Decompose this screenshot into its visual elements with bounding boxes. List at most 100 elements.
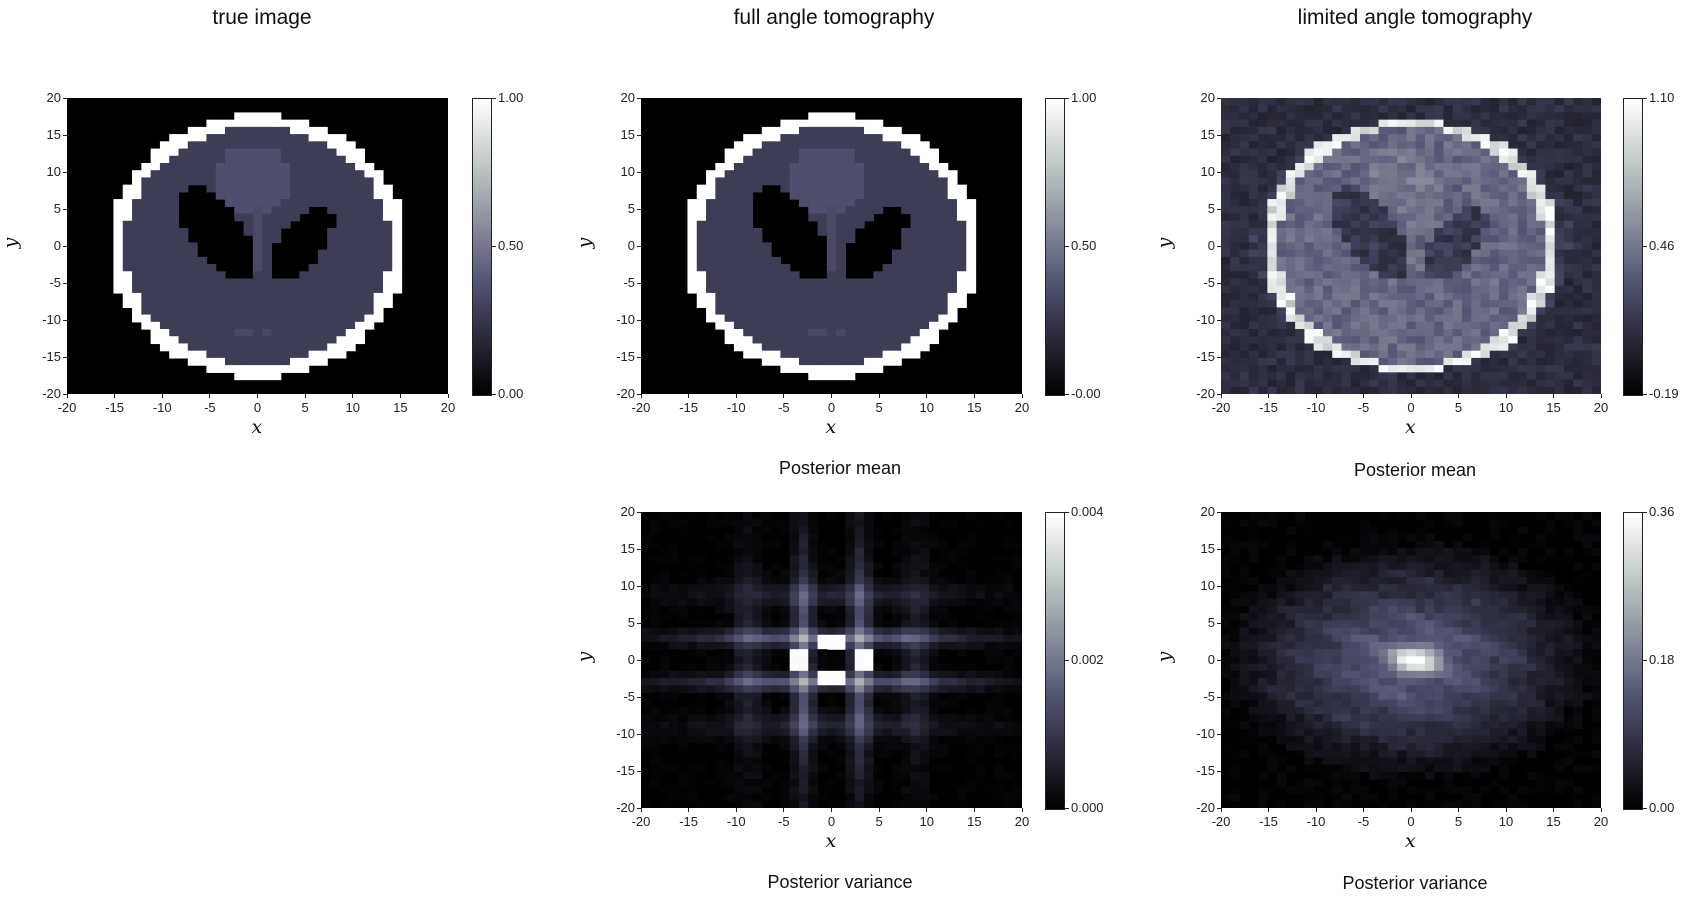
heatmap-cell	[752, 526, 763, 535]
heatmap-cell	[882, 170, 893, 179]
heatmap-cell	[780, 576, 791, 585]
heatmap-cell	[1499, 206, 1509, 215]
heatmap-cell	[733, 670, 744, 679]
heatmap-cell	[724, 249, 735, 258]
heatmap-cell	[1322, 126, 1333, 135]
heatmap-cell	[994, 656, 1005, 665]
heatmap-cell	[141, 256, 152, 265]
heatmap-cell	[836, 721, 847, 730]
heatmap-cell	[1499, 242, 1509, 251]
heatmap-cell	[733, 750, 744, 759]
heatmap-cell	[373, 177, 384, 186]
heatmap-cell	[1563, 548, 1574, 556]
heatmap-cell	[1452, 540, 1463, 549]
heatmap-cell	[687, 706, 698, 715]
heatmap-cell	[1239, 379, 1250, 388]
heatmap-cell	[771, 300, 781, 308]
x-tick-label: 10	[919, 400, 934, 415]
heatmap-cell	[901, 307, 912, 316]
heatmap-cell	[919, 728, 930, 737]
heatmap-cell	[1452, 170, 1463, 179]
heatmap-cell	[1415, 307, 1426, 316]
heatmap-cell	[706, 314, 716, 323]
heatmap-cell	[845, 620, 856, 629]
heatmap-cell	[1332, 155, 1343, 164]
heatmap-cell	[650, 634, 661, 643]
heatmap-cell	[1471, 372, 1482, 381]
heatmap-cell	[345, 321, 356, 330]
heatmap-cell	[1276, 372, 1287, 381]
heatmap-cell	[947, 613, 958, 621]
heatmap-cell	[1322, 191, 1333, 200]
heatmap-cell	[780, 271, 791, 280]
heatmap-cell	[761, 271, 772, 280]
heatmap-cell	[280, 162, 291, 171]
heatmap-cell	[1489, 235, 1500, 243]
heatmap-cell	[373, 184, 384, 193]
heatmap-cell	[706, 191, 716, 200]
heatmap-cell	[1397, 307, 1407, 316]
heatmap-cell	[187, 321, 198, 330]
heatmap-cell	[826, 329, 837, 337]
heatmap-cell	[262, 220, 273, 229]
heatmap-cell	[789, 721, 800, 730]
heatmap-cell	[743, 162, 754, 171]
heatmap-cell	[1378, 264, 1389, 272]
x-tick-label: 0	[1407, 400, 1415, 415]
heatmap-cell	[1369, 220, 1380, 229]
heatmap-cell	[854, 548, 865, 556]
heatmap-cell	[938, 285, 949, 294]
heatmap-cell	[1304, 285, 1315, 294]
heatmap-cell	[1443, 177, 1454, 186]
heatmap-cell	[1304, 112, 1315, 121]
heatmap-cell	[1285, 134, 1296, 142]
heatmap-cell	[891, 184, 902, 193]
heatmap-cell	[808, 365, 819, 373]
heatmap-cell	[891, 540, 902, 549]
heatmap-cell	[826, 721, 837, 730]
heatmap-cell	[1322, 307, 1333, 316]
heatmap-cell	[1461, 379, 1472, 388]
y-tick-mark	[637, 282, 641, 284]
heatmap-cell	[271, 177, 282, 186]
heatmap-cell	[891, 800, 902, 808]
heatmap-cell	[1221, 285, 1231, 294]
heatmap-cell	[1003, 620, 1014, 629]
heatmap-cell	[798, 533, 809, 542]
x-tick-label: -5	[778, 400, 790, 415]
heatmap-cell	[947, 591, 958, 600]
heatmap-cell	[243, 227, 254, 236]
heatmap-cell	[1545, 271, 1556, 280]
heatmap-cell	[761, 692, 772, 701]
y-tick-label: -10	[616, 726, 635, 741]
heatmap-cell	[1012, 562, 1022, 571]
heatmap-cell	[984, 670, 995, 679]
heatmap-cell	[113, 278, 124, 287]
heatmap-cell	[752, 649, 763, 657]
heatmap-cell	[1239, 119, 1250, 128]
heatmap-cell	[1285, 199, 1296, 207]
heatmap-cell	[1332, 372, 1343, 381]
heatmap-cell	[975, 555, 986, 564]
heatmap-cell	[224, 292, 235, 301]
heatmap-cell	[215, 126, 226, 135]
heatmap-cell	[1480, 292, 1491, 301]
heatmap-cell	[1378, 555, 1389, 564]
heatmap-cell	[1313, 379, 1324, 388]
heatmap-cell	[975, 793, 986, 802]
heatmap-cell	[1452, 271, 1463, 280]
heatmap-cell	[1258, 365, 1268, 373]
heatmap-cell	[910, 540, 921, 549]
heatmap-cell	[1452, 105, 1463, 114]
heatmap-cell	[1285, 540, 1296, 549]
heatmap-cell	[826, 620, 837, 629]
heatmap-cell	[1248, 141, 1259, 150]
heatmap-cell	[1591, 300, 1601, 308]
heatmap-cell	[1387, 343, 1398, 352]
heatmap-cell	[1378, 357, 1389, 366]
heatmap-cell	[1012, 649, 1022, 657]
heatmap-cell	[1285, 350, 1296, 359]
heatmap-cell	[1489, 119, 1500, 128]
heatmap-cell	[1285, 112, 1296, 121]
heatmap-cell	[234, 307, 245, 316]
